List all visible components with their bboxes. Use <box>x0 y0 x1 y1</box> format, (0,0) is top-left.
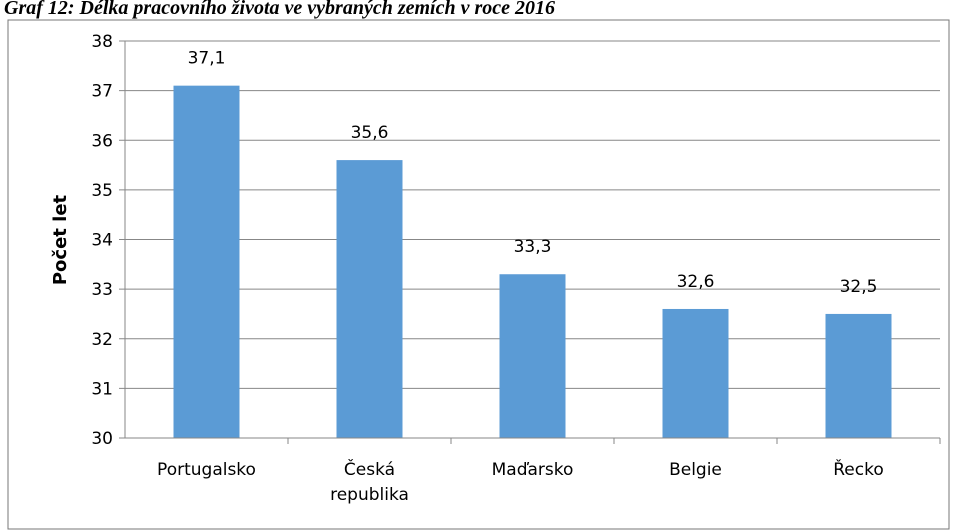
chart-title: Graf 12: Délka pracovního života ve vybr… <box>4 0 555 19</box>
data-label: 37,1 <box>188 49 226 69</box>
y-tick-label: 38 <box>91 32 113 52</box>
y-tick-label: 33 <box>91 280 113 300</box>
x-tick-label: Maďarsko <box>491 460 574 480</box>
x-tick-label: Portugalsko <box>157 460 256 480</box>
data-label: 32,6 <box>677 272 715 292</box>
x-tick-label: Řecko <box>833 460 884 480</box>
bar <box>825 313 892 438</box>
y-tick-label: 34 <box>91 231 113 251</box>
bar <box>336 160 403 438</box>
data-label: 33,3 <box>514 237 552 257</box>
bar <box>499 274 566 438</box>
data-label: 32,5 <box>840 277 878 297</box>
data-label: 35,6 <box>351 123 389 143</box>
x-tick-label: Belgie <box>669 460 722 480</box>
y-tick-label: 37 <box>91 82 113 102</box>
bar <box>662 308 729 438</box>
y-tick-label: 32 <box>91 330 113 350</box>
y-tick-label: 30 <box>91 429 113 449</box>
chart-frame <box>7 19 950 530</box>
y-axis-label: Počet let <box>50 194 71 285</box>
y-tick-label: 36 <box>91 131 113 151</box>
bar <box>173 85 240 438</box>
x-tick-label: Česká republika <box>330 460 409 505</box>
y-tick-label: 31 <box>91 379 113 399</box>
y-tick-label: 35 <box>91 181 113 201</box>
